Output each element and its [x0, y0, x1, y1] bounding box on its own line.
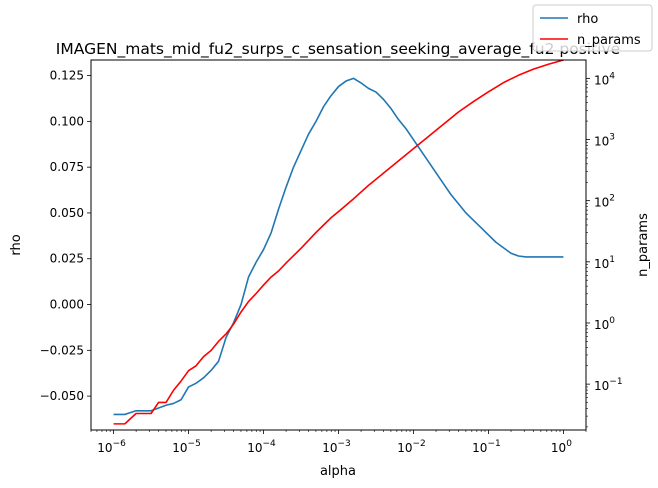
y-left-tick-label: 0.075 — [50, 160, 84, 174]
y-right-tick-label: 103 — [594, 133, 615, 149]
axes-ticks: 10−6 10−5 10−4 10−3 10−2 10−1 100 −0.050 −0.025 0… — [40, 69, 623, 455]
chart-title: IMAGEN_mats_mid_fu2_surps_c_sensation_se… — [56, 40, 620, 59]
y-left-tick-label: −0.050 — [40, 389, 84, 403]
x-tick-label: 100 — [551, 439, 572, 455]
y-right-tick-label: 101 — [594, 255, 615, 271]
y-left-tick-label: 0.100 — [50, 114, 84, 128]
x-tick-label: 10−3 — [322, 439, 351, 455]
y-left-tick-label: 0.025 — [50, 252, 84, 266]
y-axis-label-left: rho — [9, 234, 24, 255]
legend-label-rho: rho — [577, 12, 598, 27]
y-left-tick-label: 0.125 — [50, 69, 84, 83]
x-tick-label: 10−1 — [472, 439, 501, 455]
y-axis-label-right: n_params — [636, 213, 651, 277]
y-right-tick-label: 104 — [594, 71, 615, 87]
x-tick-label: 10−4 — [247, 439, 276, 455]
x-tick-label: 10−2 — [397, 439, 426, 455]
y-left-tick-label: −0.025 — [40, 343, 84, 357]
x-tick-label: 10−6 — [97, 439, 126, 455]
legend-label-n-params: n_params — [577, 33, 641, 48]
y-left-tick-label: 0.050 — [50, 206, 84, 220]
x-tick-label: 10−5 — [172, 439, 201, 455]
x-axis-label: alpha — [320, 464, 356, 479]
series-line-rho — [113, 77, 564, 416]
y-left-tick-label: 0.000 — [50, 298, 84, 312]
plot-lines — [113, 59, 564, 425]
y-right-tick-label: 10−1 — [594, 377, 623, 393]
legend: rho n_params — [532, 4, 653, 52]
y-right-tick-label: 100 — [594, 316, 615, 332]
y-right-tick-label: 102 — [594, 194, 615, 210]
series-line-n-params — [113, 59, 564, 425]
